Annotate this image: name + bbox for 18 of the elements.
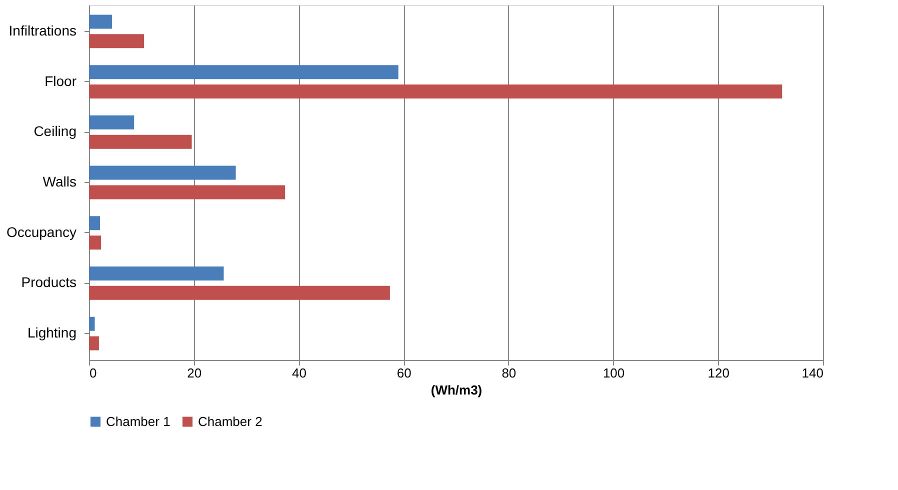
x-tick-label: 80 <box>502 366 516 380</box>
y-tick-label: Occupancy <box>6 224 76 240</box>
x-tick-label: 120 <box>708 366 730 380</box>
legend-label: Chamber 1 <box>106 414 170 429</box>
y-tick-label: Products <box>21 274 76 290</box>
y-tick-label: Ceiling <box>34 123 76 140</box>
y-tick-label: Lighting <box>27 324 76 341</box>
legend-label: Chamber 2 <box>198 414 262 429</box>
y-tick-label: Infiltrations <box>8 22 76 38</box>
x-tick-label: 20 <box>187 366 202 380</box>
x-tick-label: 60 <box>396 366 412 380</box>
x-tick-label: 100 <box>602 366 625 380</box>
x-axis-title: (Wh/m3) <box>430 382 482 398</box>
y-tick-label: Walls <box>42 174 76 190</box>
x-tick-label: 140 <box>802 366 824 380</box>
x-tick-label: 40 <box>292 366 306 380</box>
x-tick-label: 0 <box>90 366 97 380</box>
y-tick-label: Floor <box>44 72 77 89</box>
